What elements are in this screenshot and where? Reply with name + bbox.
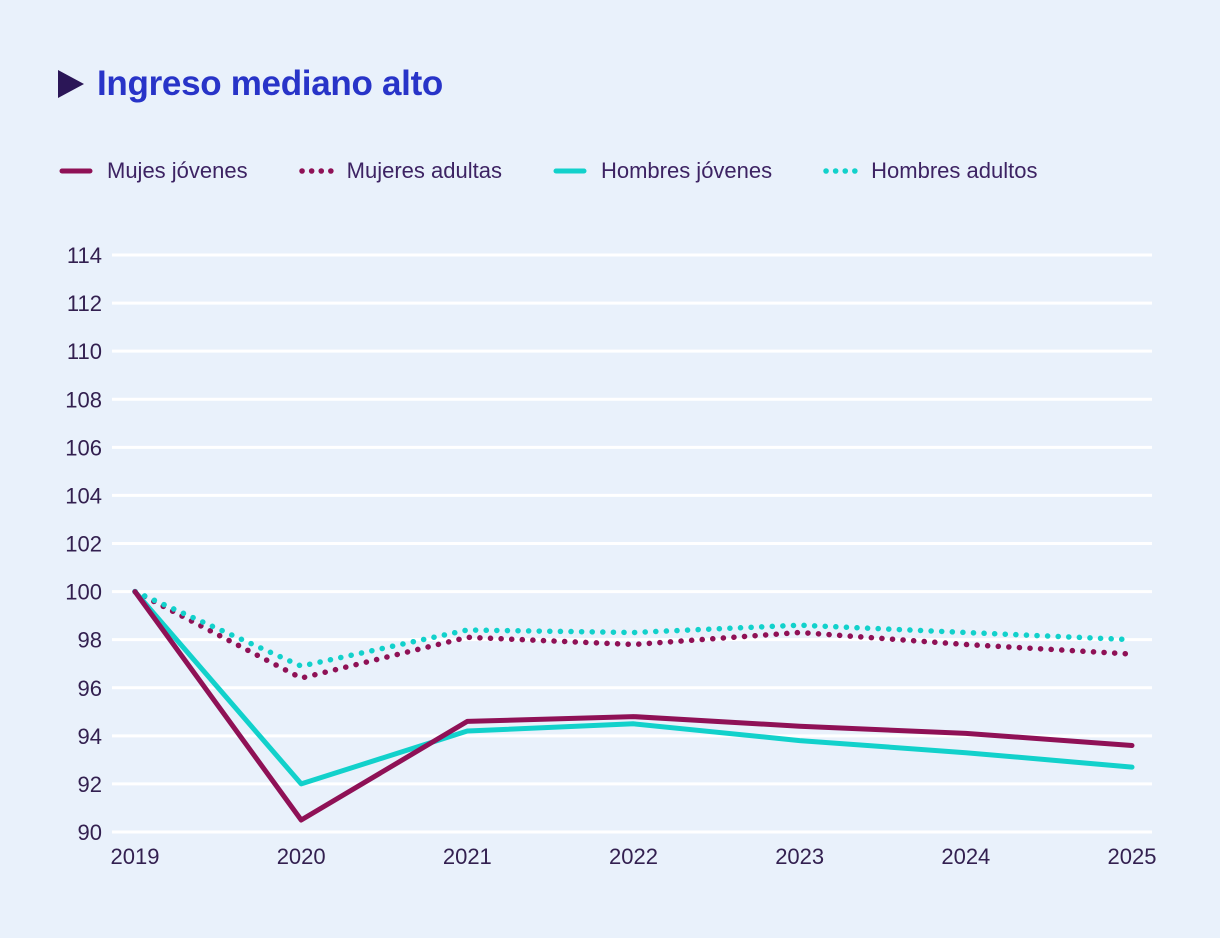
y-axis-tick-label: 90 bbox=[78, 820, 102, 845]
chart-legend: Mujes jóvenes Mujeres adultas Hombres jó… bbox=[58, 158, 1037, 184]
x-axis-tick-label: 2024 bbox=[941, 844, 990, 869]
series-line-mujes-jovenes bbox=[132, 589, 1135, 823]
y-axis-tick-label: 96 bbox=[78, 676, 102, 701]
series-line-hombres-adultos bbox=[132, 588, 1135, 669]
legend-item-hombres-jovenes: Hombres jóvenes bbox=[552, 158, 772, 184]
legend-label: Hombres jóvenes bbox=[600, 158, 773, 183]
legend-swatch-solid-magenta-icon bbox=[59, 168, 93, 174]
chart-title: Ingreso mediano alto bbox=[97, 64, 443, 103]
legend-label: Mujes jóvenes bbox=[107, 158, 248, 183]
y-axis-tick-label: 106 bbox=[65, 435, 102, 460]
y-axis-tick-label: 98 bbox=[78, 628, 102, 653]
series-line-hombres-jovenes bbox=[132, 589, 1135, 787]
legend-swatch-dotted-cyan-icon bbox=[823, 168, 858, 174]
y-axis-tick-label: 110 bbox=[67, 339, 102, 364]
y-axis-tick-label: 94 bbox=[78, 724, 102, 749]
y-axis-tick-label: 92 bbox=[78, 772, 102, 797]
y-axis-tick-label: 104 bbox=[65, 483, 102, 508]
series-line-mujeres-adultas bbox=[132, 588, 1135, 681]
y-axis-tick-label: 102 bbox=[65, 532, 102, 557]
x-axis-tick-label: 2023 bbox=[775, 844, 824, 869]
x-axis-tick-label: 2022 bbox=[609, 844, 658, 869]
legend-label: Hombres adultos bbox=[871, 158, 1038, 183]
chart-header: Ingreso mediano alto bbox=[58, 64, 443, 104]
legend-item-mujes-jovenes: Mujes jóvenes bbox=[58, 158, 248, 184]
legend-item-hombres-adultos: Hombres adultos bbox=[822, 158, 1037, 184]
triangle-marker-icon bbox=[58, 70, 84, 98]
legend-item-mujeres-adultas: Mujeres adultas bbox=[298, 158, 502, 184]
y-axis-tick-label: 100 bbox=[65, 580, 102, 605]
legend-label: Mujeres adultas bbox=[346, 158, 502, 183]
y-axis-tick-label: 112 bbox=[67, 291, 102, 316]
y-axis-tick-label: 108 bbox=[65, 387, 102, 412]
x-axis-tick-label: 2019 bbox=[111, 844, 160, 869]
x-axis-tick-label: 2020 bbox=[277, 844, 326, 869]
x-axis-tick-label: 2025 bbox=[1108, 844, 1157, 869]
legend-swatch-dotted-magenta-icon bbox=[298, 168, 334, 174]
legend-swatch-solid-cyan-icon bbox=[553, 168, 587, 174]
x-axis-tick-label: 2021 bbox=[443, 844, 492, 869]
y-axis-tick-label: 114 bbox=[67, 243, 102, 268]
